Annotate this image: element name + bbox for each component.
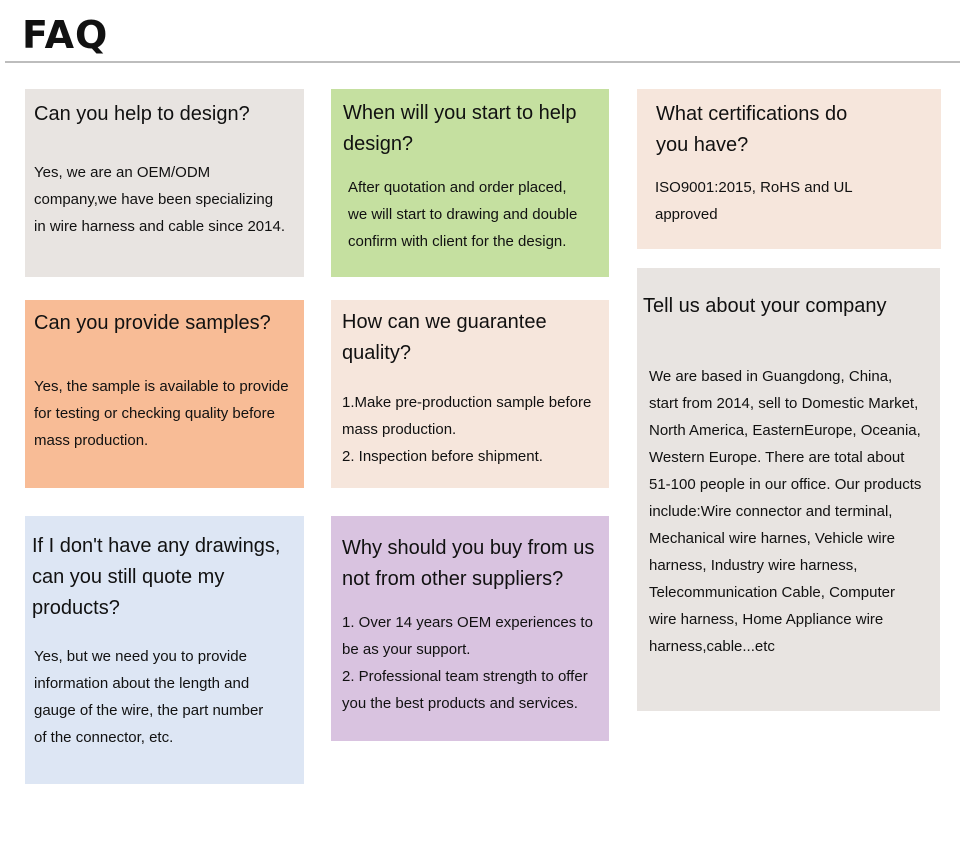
header-divider <box>5 61 960 63</box>
faq-answer: 1. Over 14 years OEM experiences to be a… <box>342 614 593 712</box>
faq-answer: We are based in Guangdong, China, start … <box>649 368 922 655</box>
faq-card-certifications: What certifications do you have? ISO9001… <box>637 89 941 249</box>
faq-card-samples: Can you provide samples? Yes, the sample… <box>25 300 304 488</box>
faq-answer: 1.Make pre-production sample before mass… <box>342 394 592 465</box>
faq-question: When will you start to help design? <box>343 102 577 155</box>
faq-question: Can you help to design? <box>34 103 250 125</box>
faq-card-no-drawings: If I don't have any drawings, can you st… <box>25 516 304 784</box>
faq-card-design-help: Can you help to design? Yes, we are an O… <box>25 89 304 277</box>
faq-question: If I don't have any drawings, can you st… <box>32 535 281 619</box>
faq-card-design-start: When will you start to help design? Afte… <box>331 89 609 277</box>
faq-card-quality: How can we guarantee quality? 1.Make pre… <box>331 300 609 488</box>
faq-card-company: Tell us about your company We are based … <box>637 268 940 711</box>
faq-answer: Yes, we are an OEM/ODM company,we have b… <box>34 164 285 235</box>
faq-answer: Yes, the sample is available to provide … <box>34 378 289 449</box>
faq-answer: ISO9001:2015, RoHS and UL approved <box>655 179 853 223</box>
faq-card-why-buy: Why should you buy from us not from othe… <box>331 516 609 741</box>
faq-answer: After quotation and order placed, we wil… <box>348 179 578 250</box>
faq-question: How can we guarantee quality? <box>342 311 547 364</box>
page-title: FAQ <box>22 13 109 57</box>
faq-question: What certifications do you have? <box>656 103 848 156</box>
faq-question: Why should you buy from us not from othe… <box>342 537 595 590</box>
faq-question: Can you provide samples? <box>34 312 271 334</box>
faq-question: Tell us about your company <box>643 295 887 317</box>
faq-answer: Yes, but we need you to provide informat… <box>34 648 264 746</box>
